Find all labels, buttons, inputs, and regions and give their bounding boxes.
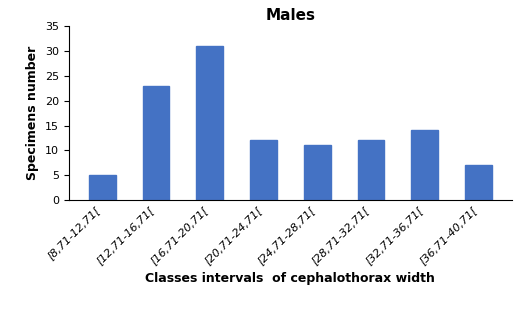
Bar [411,130,438,200]
Bar [357,141,384,200]
X-axis label: Classes intervals  of cephalothorax width: Classes intervals of cephalothorax width [145,272,436,285]
Bar [250,141,277,200]
Bar [89,175,116,200]
Bar [143,86,169,200]
Y-axis label: Specimens number: Specimens number [26,46,39,180]
Bar [196,46,223,200]
Bar [465,165,492,200]
Title: Males: Males [266,8,315,23]
Bar [304,145,331,200]
